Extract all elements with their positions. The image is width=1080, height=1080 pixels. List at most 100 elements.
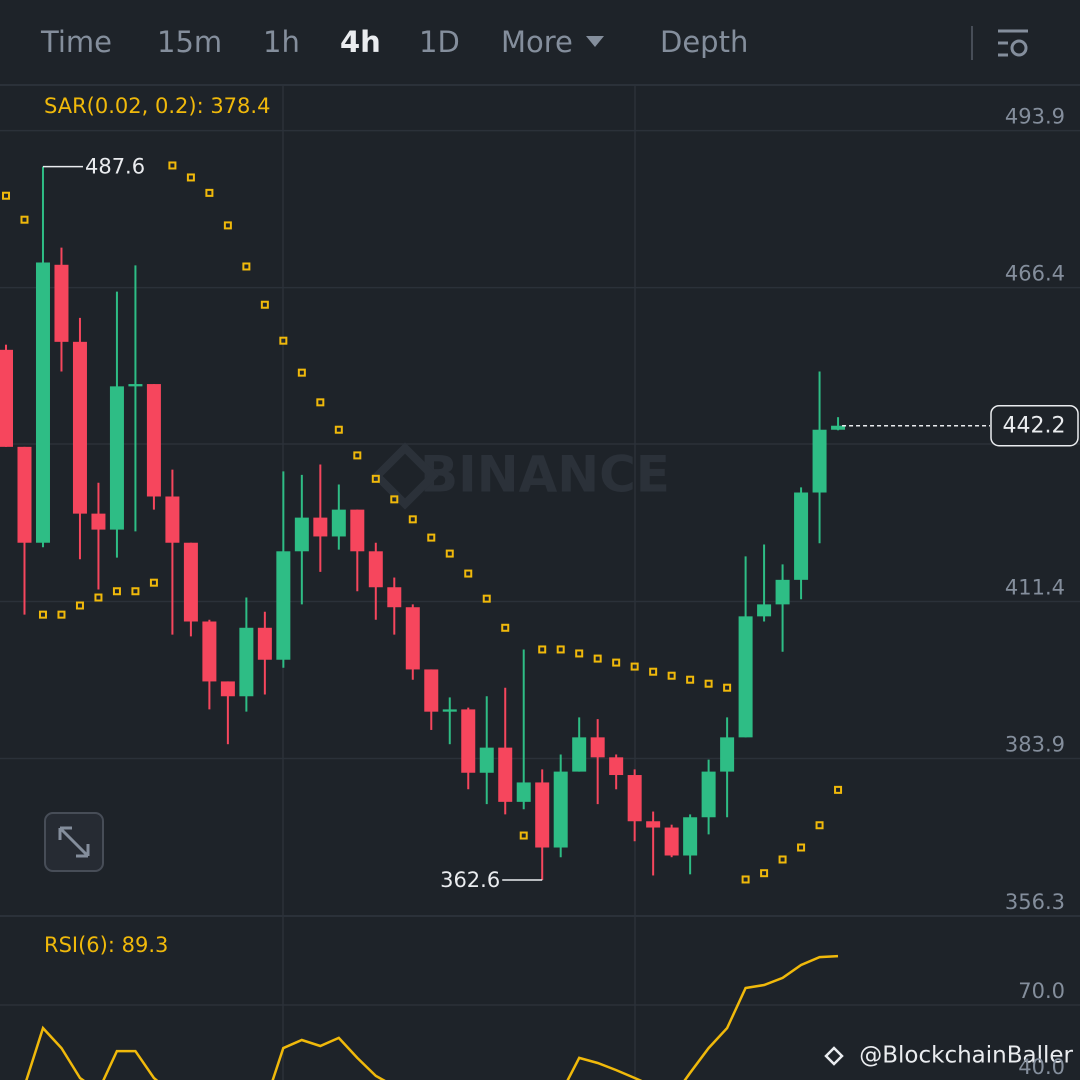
low-label: 362.6 [440, 868, 500, 892]
candle-body [627, 775, 642, 822]
candle-body [146, 384, 161, 497]
sar-dot [649, 667, 658, 676]
candle-body [572, 737, 587, 772]
sar-dot [260, 300, 269, 309]
sar-dot [834, 785, 843, 794]
credit-logo [824, 1046, 844, 1066]
sar-dot [797, 843, 806, 852]
sar-dot [519, 831, 528, 840]
sar-dot [445, 549, 454, 558]
candle-body [54, 264, 69, 342]
plot [0, 161, 990, 1080]
candle-body [368, 551, 383, 588]
candle-body [239, 627, 254, 697]
sar-dot [741, 875, 750, 884]
sar-dot [427, 533, 436, 542]
rsi-label: RSI(6): 89.3 [44, 933, 168, 957]
sar-dot [556, 645, 565, 654]
sar-dot [149, 578, 158, 587]
sar-dot [667, 671, 676, 680]
candle-body [479, 747, 494, 773]
sar-dot [482, 594, 491, 603]
last-price-label: 442.2 [1003, 414, 1066, 439]
candle-body [461, 709, 476, 773]
y-tick-label: 466.4 [1005, 262, 1065, 286]
candle-body [0, 349, 13, 447]
sar-dot [297, 368, 306, 377]
tab[interactable]: Depth [660, 25, 748, 59]
sar-dot [612, 658, 621, 667]
sar-dot [205, 188, 214, 197]
sar-dot [279, 336, 288, 345]
y-tick-label: 493.9 [1005, 105, 1065, 129]
sar-dot [2, 191, 10, 200]
tab[interactable]: More [501, 25, 573, 59]
sar-dot [778, 855, 787, 864]
tab[interactable]: 4h [340, 25, 381, 59]
candle-body [775, 579, 790, 605]
sar-dot [686, 675, 695, 684]
candle-body [498, 747, 513, 802]
candle-body [757, 604, 772, 617]
candle-body [664, 827, 679, 856]
candle-body [831, 425, 846, 430]
sar-dot [593, 654, 602, 663]
sar-dot [390, 495, 399, 504]
sar-dot [760, 869, 769, 878]
candle-body [91, 513, 106, 530]
candle-body [405, 607, 420, 670]
watermark-logo [371, 442, 439, 510]
sar-dot [815, 821, 824, 830]
high-label: 487.6 [85, 155, 145, 179]
candle-body [442, 709, 457, 712]
sar-dot [334, 425, 343, 434]
candle-body [590, 737, 605, 758]
sar-dot [575, 649, 584, 658]
sar-dot [242, 262, 251, 271]
candle-body [202, 621, 217, 682]
sar-dot [112, 587, 121, 596]
candle-body [128, 384, 143, 387]
sar-dot [186, 173, 195, 182]
sar-dot [168, 161, 177, 170]
tab[interactable]: 1h [263, 25, 300, 59]
candle-body [646, 821, 661, 828]
sar-dot [371, 474, 380, 483]
last-price-box [990, 404, 1079, 447]
candle-body [424, 669, 439, 712]
candle-body [313, 517, 328, 537]
credit: @BlockchainBaller [859, 1043, 1073, 1069]
candle-body [331, 509, 346, 537]
tab[interactable]: 15m [157, 25, 222, 59]
sar-dot [20, 215, 29, 224]
candle-body [165, 496, 180, 543]
y-tick-label: 383.9 [1005, 732, 1065, 756]
tab[interactable]: 1D [419, 25, 460, 59]
candle-body [553, 771, 568, 848]
tab[interactable]: Time [40, 25, 112, 59]
sar-dot [57, 610, 66, 619]
sar-dot [408, 515, 417, 524]
candle-body [72, 341, 87, 514]
sar-dot [723, 683, 732, 692]
candle-body [535, 782, 550, 848]
dropdown-arrow[interactable] [586, 36, 604, 47]
candle-body [220, 681, 235, 697]
sar-dot [538, 645, 547, 654]
candle-body [35, 262, 50, 543]
sar-dot [223, 221, 232, 230]
candle-body [516, 782, 531, 802]
settings-icon[interactable] [998, 29, 1028, 57]
candle-body [257, 627, 272, 660]
sar-dot [75, 601, 84, 610]
candle-body [738, 616, 753, 738]
candle-body [350, 509, 365, 552]
watermark: BINANCE [420, 446, 670, 504]
sar-dot [501, 623, 510, 632]
candle-body [794, 492, 809, 580]
sar-dot [316, 398, 325, 407]
candle-body [720, 737, 735, 772]
sar-dot [630, 662, 639, 671]
candle-body [109, 386, 124, 530]
